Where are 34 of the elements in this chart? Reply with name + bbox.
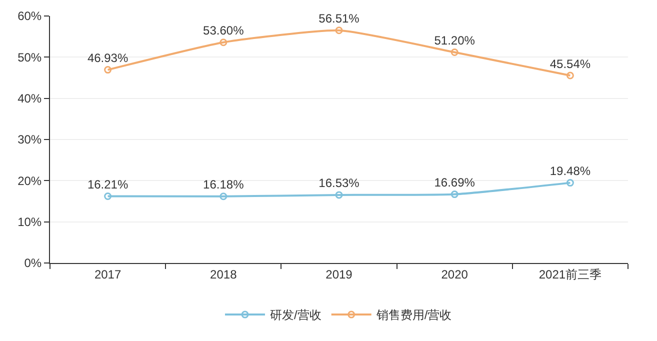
- x-tick-label: 2020: [441, 267, 468, 282]
- y-tick-label: 60%: [18, 9, 42, 24]
- data-label: 19.48%: [550, 164, 591, 178]
- point: [335, 26, 343, 34]
- x-tick-label: 2017: [94, 267, 122, 282]
- x-tick-label: 2019: [326, 267, 353, 282]
- x-tick-label: 2021前三季: [538, 267, 602, 282]
- data-label: 16.69%: [434, 176, 476, 190]
- y-tick-label: 50%: [18, 50, 42, 64]
- point: [104, 192, 112, 200]
- data-label: 45.54%: [550, 56, 591, 71]
- data-label: 16.21%: [87, 178, 128, 192]
- point: [450, 48, 458, 56]
- legend-label: 销售费用/营收: [375, 308, 452, 322]
- y-tick-label: 40%: [18, 92, 42, 106]
- y-tick-label: 0%: [24, 256, 42, 270]
- data-label: 16.18%: [203, 178, 244, 192]
- data-label: 56.51%: [318, 12, 360, 26]
- point: [220, 38, 228, 46]
- y-tick-label: 20%: [18, 174, 42, 188]
- data-label: 51.20%: [434, 33, 476, 48]
- y-tick-label: 30%: [18, 132, 42, 147]
- point: [335, 191, 343, 199]
- x-tick-label: 2018: [210, 267, 238, 282]
- data-label: 53.60%: [203, 24, 244, 38]
- data-label: 16.53%: [318, 176, 360, 190]
- point: [104, 66, 112, 74]
- legend-label: 研发/营收: [270, 308, 322, 322]
- point: [220, 192, 228, 200]
- point: [566, 72, 574, 80]
- y-tick-label: 10%: [18, 215, 42, 230]
- data-label: 46.93%: [87, 51, 128, 66]
- point: [450, 190, 458, 198]
- point: [566, 179, 574, 187]
